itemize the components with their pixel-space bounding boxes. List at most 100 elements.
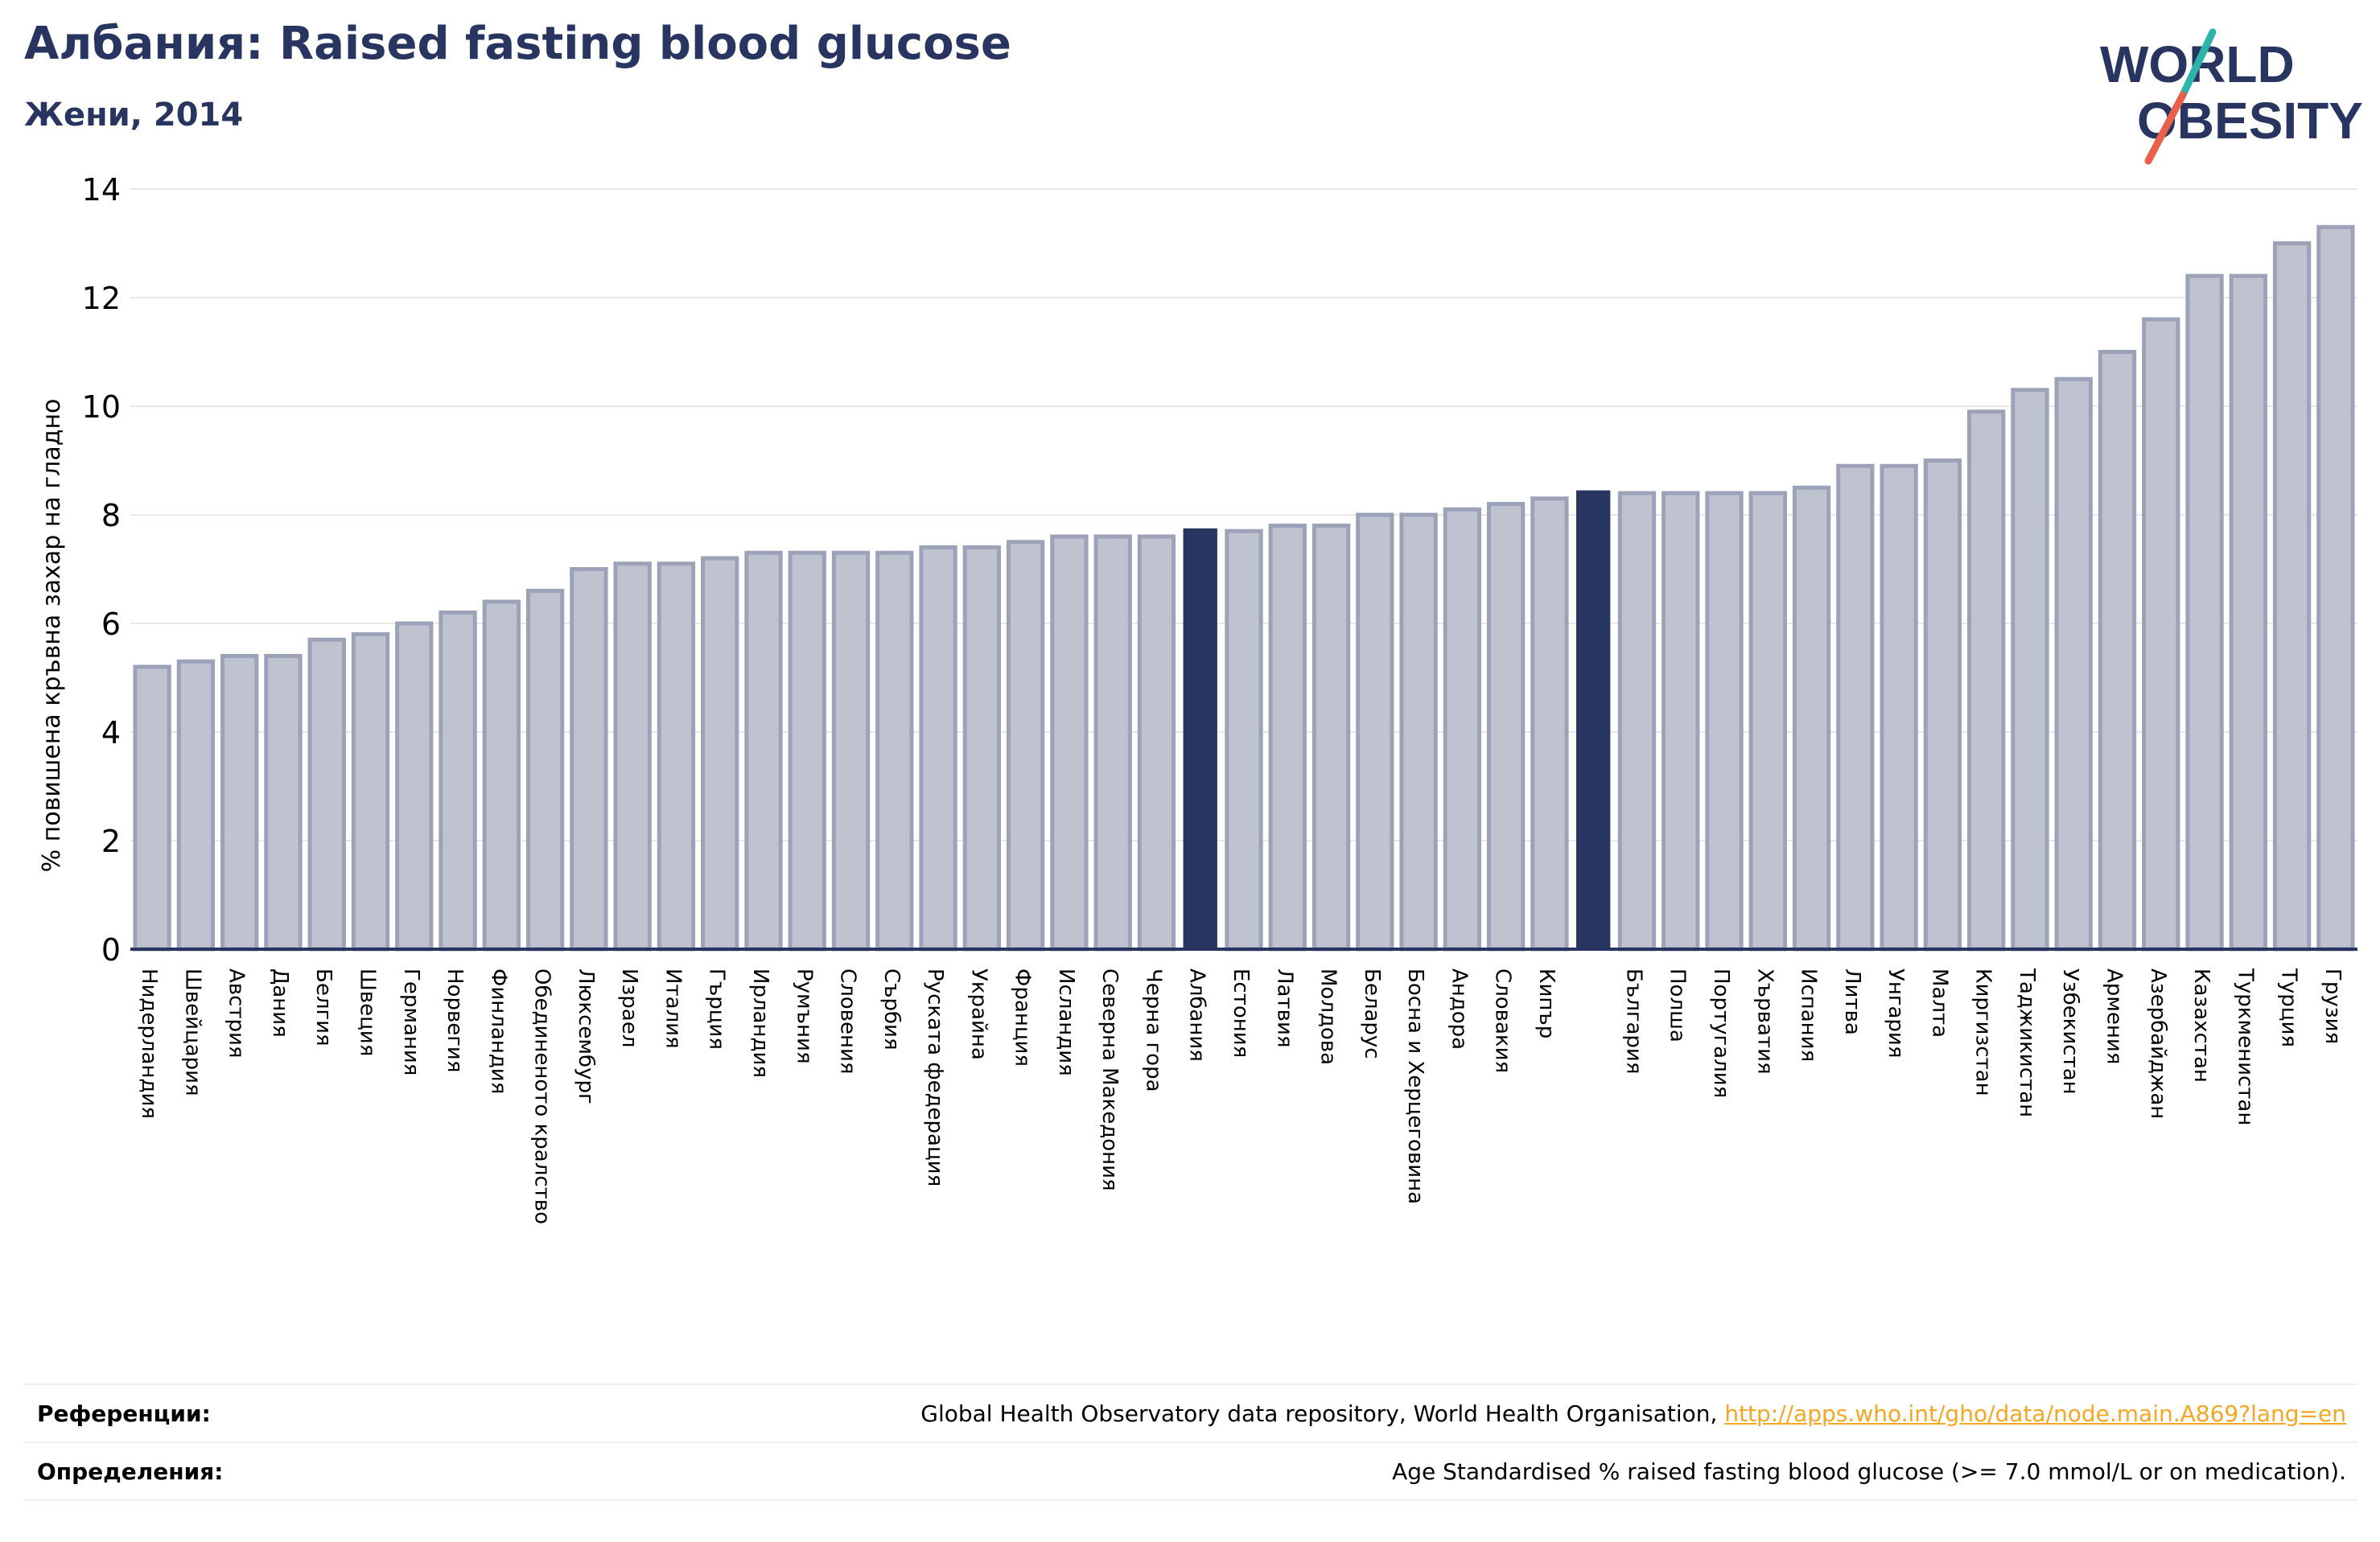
y-tick-label: 0	[101, 932, 121, 968]
x-tick-label: Беларус	[1360, 968, 1384, 1059]
references-text: Global Health Observatory data repositor…	[920, 1400, 1725, 1427]
x-tick-label: Украйна	[966, 968, 990, 1060]
x-tick-label: България	[1621, 968, 1645, 1074]
bar	[1006, 540, 1045, 952]
x-tick-label: Киргизстан	[1971, 968, 1995, 1096]
bar	[264, 654, 303, 952]
definitions-row: Определения: Age Standardised % raised f…	[24, 1441, 2357, 1501]
x-tick-label: Испания	[1797, 968, 1821, 1062]
bar-highlighted	[1576, 490, 1611, 949]
bar	[351, 632, 390, 952]
references-link[interactable]: http://apps.who.int/gho/data/node.main.A…	[1724, 1400, 2346, 1427]
x-tick-label: Унгария	[1884, 968, 1908, 1058]
page-subtitle: Жени, 2014	[24, 97, 244, 134]
x-tick-label: Малта	[1927, 968, 1951, 1038]
bar	[2011, 388, 2049, 952]
x-tick-label: Дания	[268, 968, 292, 1038]
bar	[1050, 534, 1089, 952]
x-tick-label: Швейцария	[180, 968, 204, 1096]
bar	[439, 611, 477, 952]
x-tick-label: Казахстан	[2189, 968, 2213, 1083]
bar	[1443, 507, 1482, 952]
x-tick-label: Финландия	[486, 968, 510, 1094]
bar	[788, 550, 826, 952]
bar	[613, 561, 652, 952]
x-tick-label: Латвия	[1272, 968, 1296, 1048]
x-tick-label: Германия	[399, 968, 423, 1075]
logo-slash-bottom	[2144, 91, 2187, 165]
x-tick-label: Естония	[1229, 968, 1253, 1058]
bar	[2054, 376, 2093, 952]
x-tick-label: Руската федерация	[923, 968, 947, 1186]
definitions-value: Age Standardised % raised fasting blood …	[1392, 1458, 2346, 1485]
logo-slash-top	[2179, 28, 2217, 99]
x-tick-label: Румъния	[792, 968, 816, 1064]
y-tick-label: 4	[101, 715, 121, 750]
bar	[2272, 241, 2312, 952]
bar	[220, 654, 259, 952]
references-row: Референции: Global Health Observatory da…	[24, 1384, 2357, 1441]
bar	[570, 567, 608, 952]
page-title: Албания: Raised fasting blood glucose	[24, 18, 1011, 70]
bar-highlighted	[1183, 528, 1217, 949]
bar-chart: 0 2 4 6 8 10 12 14 Нидерландия Швейцария Австрия Д…	[38, 172, 2357, 1224]
x-tick-label: Полша	[1666, 968, 1690, 1042]
x-tick-label: Люксембург	[574, 968, 598, 1104]
bar	[2098, 350, 2137, 952]
logo-text-obesity: OBESITY	[2137, 92, 2363, 150]
bar	[2229, 273, 2267, 952]
bar	[1268, 524, 1307, 952]
y-tick-label: 12	[82, 281, 121, 316]
bar	[657, 561, 696, 952]
bar	[133, 664, 171, 952]
bar	[395, 621, 434, 952]
x-tick-label: Ирландия	[748, 968, 772, 1078]
bar	[1486, 502, 1526, 952]
y-tick-label: 14	[82, 172, 121, 208]
bar	[875, 550, 914, 952]
bars	[133, 224, 2355, 952]
x-tick-label: Исландия	[1054, 968, 1078, 1076]
x-tick-label: Армения	[2102, 968, 2126, 1064]
bar	[1923, 458, 1962, 952]
bar	[1311, 524, 1351, 952]
x-tick-label: Словения	[836, 968, 860, 1075]
x-tick-label: Андора	[1447, 968, 1471, 1050]
x-tick-label: Гърция	[705, 968, 729, 1050]
x-tick-label: Таджикистан	[2015, 968, 2039, 1117]
bar	[831, 550, 871, 952]
x-tick-label: Черна гора	[1141, 968, 1165, 1092]
bar	[1880, 463, 1918, 952]
bar	[482, 599, 521, 952]
x-tick-label: Швеция	[356, 968, 380, 1056]
bar	[701, 556, 739, 952]
x-tick-labels: Нидерландия Швейцария Австрия Дания Белгия Шв…	[137, 968, 2345, 1224]
x-tick-label: Австрия	[224, 968, 249, 1059]
y-axis-label: % повишена кръвна захар на гладно	[38, 399, 66, 873]
bar	[1225, 528, 1263, 952]
bar	[2185, 273, 2224, 952]
bar	[307, 637, 346, 952]
bar	[525, 589, 565, 952]
x-tick-label: Сърбия	[879, 968, 904, 1051]
bar	[919, 545, 957, 952]
bar	[744, 550, 783, 952]
bar	[1966, 409, 2006, 952]
y-tick-label: 10	[82, 389, 121, 425]
x-tick-label: Обединеното кралство	[530, 968, 554, 1224]
x-tick-label: Белгия	[311, 968, 336, 1047]
x-tick-label: Нидерландия	[137, 968, 161, 1119]
x-tick-label: Грузия	[2320, 968, 2345, 1044]
x-tick-label: Италия	[661, 968, 685, 1049]
bar	[1356, 512, 1394, 952]
bar	[1399, 512, 1438, 952]
x-tick-label: Узбекистан	[2058, 968, 2082, 1095]
bar	[1530, 496, 1569, 952]
references-value: Global Health Observatory data repositor…	[920, 1400, 2357, 1427]
bar	[2316, 224, 2355, 952]
y-tick-label: 6	[101, 607, 121, 642]
x-tick-label: Израел	[617, 968, 641, 1047]
x-tick-label: Португалия	[1709, 968, 1733, 1098]
bar	[2142, 317, 2180, 952]
bar	[1748, 491, 1787, 952]
